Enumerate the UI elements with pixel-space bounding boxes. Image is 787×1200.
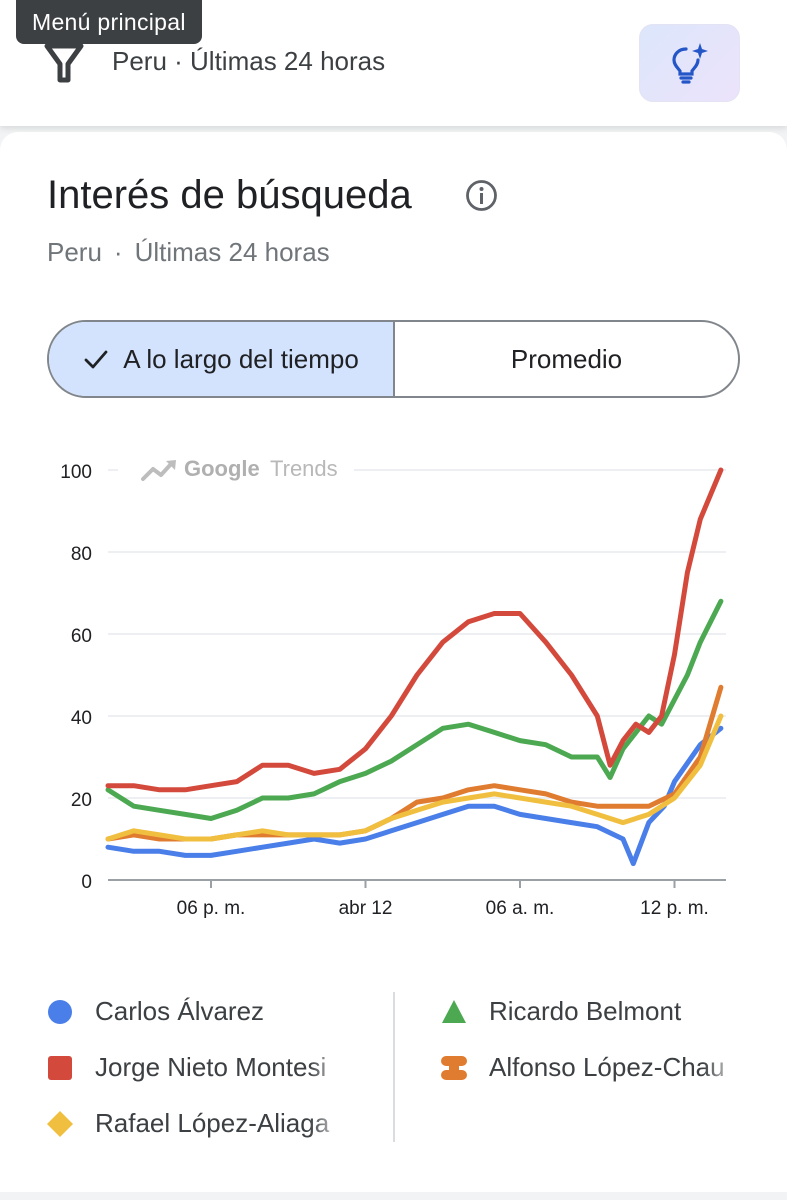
diamond-legend-icon — [47, 1110, 73, 1137]
filter-summary[interactable]: Peru · Últimas 24 horas — [112, 46, 386, 76]
subtitle-region: Peru — [47, 237, 102, 267]
y-tick-label: 100 — [60, 462, 92, 483]
y-tick-label: 40 — [71, 708, 92, 729]
x-tick-label: 06 a. m. — [486, 898, 555, 919]
trends-logo-icon — [141, 460, 176, 481]
card-title: Interés de búsqueda — [47, 173, 412, 217]
ideas-button[interactable] — [639, 24, 740, 102]
google-trends-watermark: Google Trends — [118, 454, 354, 484]
legend-item[interactable]: Rafael López-Aliaga — [47, 1108, 347, 1139]
subtitle-period: Últimas 24 horas — [134, 237, 330, 267]
legend-label: Ricardo Belmont — [489, 996, 682, 1026]
watermark-product: Trends — [270, 456, 338, 481]
watermark-background — [118, 454, 354, 484]
triangle-legend-icon — [442, 999, 466, 1023]
legend-divider — [393, 992, 395, 1142]
chart-legend: Carlos Álvarez Jorge Nieto Montesi Rafael … — [0, 990, 787, 1150]
y-tick-label: 0 — [81, 872, 92, 893]
toggle-over-time-label: A lo largo del tiempo — [123, 343, 359, 374]
y-tick-label: 80 — [71, 544, 92, 565]
view-toggle: A lo largo del tiempo Promedio — [47, 320, 740, 398]
search-interest-card: Interés de búsqueda Peru · Últimas 24 hora… — [0, 132, 787, 1192]
legend-item[interactable]: Jorge Nieto Montesi — [47, 1052, 347, 1083]
toggle-average-label: Promedio — [510, 343, 623, 374]
legend-label: Rafael López-Aliaga — [95, 1108, 330, 1138]
main-menu-tooltip: Menú principal — [16, 0, 202, 44]
legend-label: Alfonso López-Chau — [489, 1052, 725, 1082]
legend-label: Carlos Álvarez — [95, 996, 265, 1026]
interest-line-chart: 0 20 40 60 80 100 06 p. m. abr 12 06 a. m. 12 p.… — [60, 454, 726, 919]
x-tick-label: 06 p. m. — [177, 898, 246, 919]
chart-series — [105, 467, 724, 867]
subtitle-separator: · — [113, 237, 123, 267]
y-axis-ticks: 0 20 40 60 80 100 — [60, 462, 92, 893]
series-line[interactable] — [105, 725, 724, 867]
x-axis-ticks: 06 p. m. abr 12 06 a. m. 12 p. m. — [177, 880, 709, 919]
toggle-average[interactable]: Promedio — [395, 322, 738, 396]
y-tick-label: 20 — [71, 790, 92, 811]
checkmark-icon — [84, 350, 108, 369]
toggle-over-time[interactable]: A lo largo del tiempo — [49, 322, 395, 396]
legend-item[interactable]: Alfonso López-Chau — [441, 1052, 741, 1083]
info-icon[interactable] — [465, 179, 498, 212]
legend-item[interactable]: Carlos Álvarez — [47, 996, 347, 1027]
watermark-brand: Google — [184, 456, 260, 481]
series-line[interactable] — [105, 467, 724, 793]
x-tick-label: abr 12 — [339, 898, 393, 919]
circle-legend-icon — [48, 999, 72, 1024]
series-line[interactable] — [105, 713, 724, 842]
lightbulb-sparkle-icon — [671, 43, 708, 84]
legend-label: Jorge Nieto Montesi — [95, 1052, 327, 1082]
series-line[interactable] — [105, 598, 724, 821]
square-legend-icon — [48, 1055, 72, 1080]
legend-item[interactable]: Ricardo Belmont — [441, 996, 741, 1027]
hourglass-legend-icon — [441, 1055, 467, 1080]
y-tick-label: 60 — [71, 626, 92, 647]
x-tick-label: 12 p. m. — [640, 898, 709, 919]
card-subtitle: Peru · Últimas 24 horas — [47, 236, 330, 268]
top-filter-bar: Menú principal Peru · Últimas 24 horas — [0, 0, 787, 126]
filter-icon[interactable] — [44, 40, 84, 84]
